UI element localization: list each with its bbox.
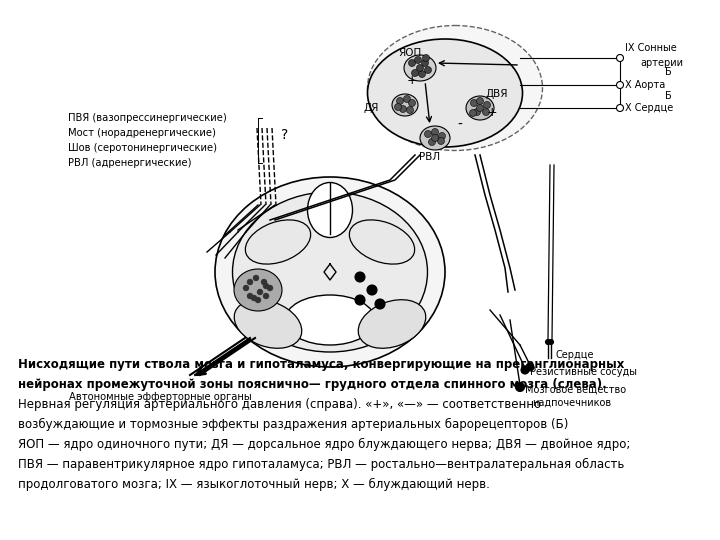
Circle shape	[415, 57, 421, 64]
Circle shape	[355, 295, 365, 305]
Circle shape	[546, 340, 551, 345]
Circle shape	[267, 285, 273, 291]
Text: Мозговое вещество: Мозговое вещество	[525, 385, 626, 395]
Text: ЯОП: ЯОП	[398, 48, 421, 58]
Text: +: +	[407, 73, 418, 86]
Ellipse shape	[359, 300, 426, 348]
Ellipse shape	[466, 96, 494, 120]
Circle shape	[438, 132, 446, 139]
Ellipse shape	[215, 177, 445, 367]
Ellipse shape	[246, 220, 310, 264]
Circle shape	[482, 109, 490, 116]
Circle shape	[257, 289, 263, 295]
Text: Б: Б	[665, 67, 672, 77]
Circle shape	[400, 105, 407, 112]
Ellipse shape	[404, 55, 436, 81]
Text: Резистивные сосуды: Резистивные сосуды	[530, 367, 637, 377]
Circle shape	[418, 71, 426, 78]
Ellipse shape	[420, 126, 450, 150]
Ellipse shape	[367, 25, 542, 151]
Circle shape	[484, 102, 490, 109]
Circle shape	[261, 279, 267, 285]
Circle shape	[251, 295, 257, 301]
Ellipse shape	[349, 220, 415, 264]
Circle shape	[423, 55, 430, 62]
Text: ДЯ: ДЯ	[364, 103, 379, 113]
Ellipse shape	[367, 39, 523, 147]
Text: IX Сонные: IX Сонные	[625, 43, 677, 53]
Circle shape	[616, 55, 624, 62]
Circle shape	[470, 99, 477, 106]
Circle shape	[367, 285, 377, 295]
Circle shape	[431, 129, 438, 136]
Text: ПВЯ (вазопрессинергические): ПВЯ (вазопрессинергические)	[68, 113, 227, 123]
Text: артерии: артерии	[640, 58, 683, 68]
Circle shape	[403, 96, 410, 103]
Circle shape	[243, 285, 249, 291]
Ellipse shape	[307, 183, 353, 238]
Text: надпочечников: надпочечников	[532, 398, 611, 408]
Ellipse shape	[285, 295, 375, 345]
Circle shape	[616, 105, 624, 111]
Circle shape	[428, 138, 436, 145]
Circle shape	[616, 82, 624, 89]
Text: -: -	[458, 118, 462, 132]
Circle shape	[474, 109, 480, 116]
Circle shape	[397, 98, 403, 105]
Text: РВЛ (адренергические): РВЛ (адренергические)	[68, 158, 192, 168]
Circle shape	[408, 59, 415, 66]
Ellipse shape	[233, 192, 428, 352]
Circle shape	[526, 363, 534, 371]
Text: нейронах промежуточной зоны пояснично— грудного отдела спинного мозга (слева).: нейронах промежуточной зоны пояснично— г…	[18, 378, 607, 391]
Circle shape	[247, 279, 253, 285]
Text: Сердце: Сердце	[555, 350, 593, 360]
Text: ЯОП — ядро одиночного пути; ДЯ — дорсальное ядро блуждающего нерва; ДВЯ — двойно: ЯОП — ядро одиночного пути; ДЯ — дорсаль…	[18, 438, 631, 451]
Text: ПВЯ — паравентрикулярное ядро гипоталамуса; РВЛ — ростально—вентралатеральная об: ПВЯ — паравентрикулярное ядро гипоталаму…	[18, 458, 624, 471]
Text: Б: Б	[665, 91, 672, 101]
Circle shape	[355, 272, 365, 282]
Text: Нисходящие пути ствола мозга и гипоталамуса, конвергирующие на преганглионарных: Нисходящие пути ствола мозга и гипоталам…	[18, 358, 624, 371]
Ellipse shape	[234, 300, 302, 348]
Circle shape	[469, 110, 477, 117]
Circle shape	[431, 134, 438, 141]
Text: +: +	[487, 106, 498, 119]
Circle shape	[438, 138, 444, 145]
Circle shape	[395, 104, 402, 111]
Circle shape	[425, 131, 431, 138]
Circle shape	[425, 66, 431, 73]
Text: Мост (норадренергические): Мост (норадренергические)	[68, 128, 216, 138]
Circle shape	[412, 70, 418, 77]
Text: X Сердце: X Сердце	[625, 103, 673, 113]
Ellipse shape	[392, 94, 418, 116]
Circle shape	[263, 283, 269, 289]
Circle shape	[263, 293, 269, 299]
Text: возбуждающие и тормозные эффекты раздражения артериальных барорецепторов (Б): возбуждающие и тормозные эффекты раздраж…	[18, 418, 568, 431]
Circle shape	[407, 106, 413, 113]
Text: ?: ?	[282, 128, 289, 142]
Text: Шов (серотонинергические): Шов (серотонинергические)	[68, 143, 217, 153]
Text: РВЛ: РВЛ	[419, 152, 440, 162]
Text: продолговатого мозга; IX — языкоглоточный нерв; X — блуждающий нерв.: продолговатого мозга; IX — языкоглоточны…	[18, 478, 490, 491]
Circle shape	[549, 340, 554, 345]
Circle shape	[516, 382, 524, 392]
Text: Нервная регуляция артериального давления (справа). «+», «—» — соответственно: Нервная регуляция артериального давления…	[18, 398, 541, 411]
Text: ДВЯ: ДВЯ	[485, 89, 508, 99]
Circle shape	[416, 64, 423, 71]
Text: Автономные эфферторные органы: Автономные эфферторные органы	[68, 392, 251, 402]
Circle shape	[421, 59, 428, 66]
Circle shape	[247, 293, 253, 299]
Text: X Аорта: X Аорта	[625, 80, 665, 90]
Ellipse shape	[234, 269, 282, 311]
Circle shape	[255, 297, 261, 303]
Circle shape	[521, 366, 529, 374]
Circle shape	[375, 299, 385, 309]
Circle shape	[253, 275, 259, 281]
Circle shape	[477, 98, 484, 105]
Circle shape	[477, 105, 484, 111]
Circle shape	[408, 99, 415, 106]
